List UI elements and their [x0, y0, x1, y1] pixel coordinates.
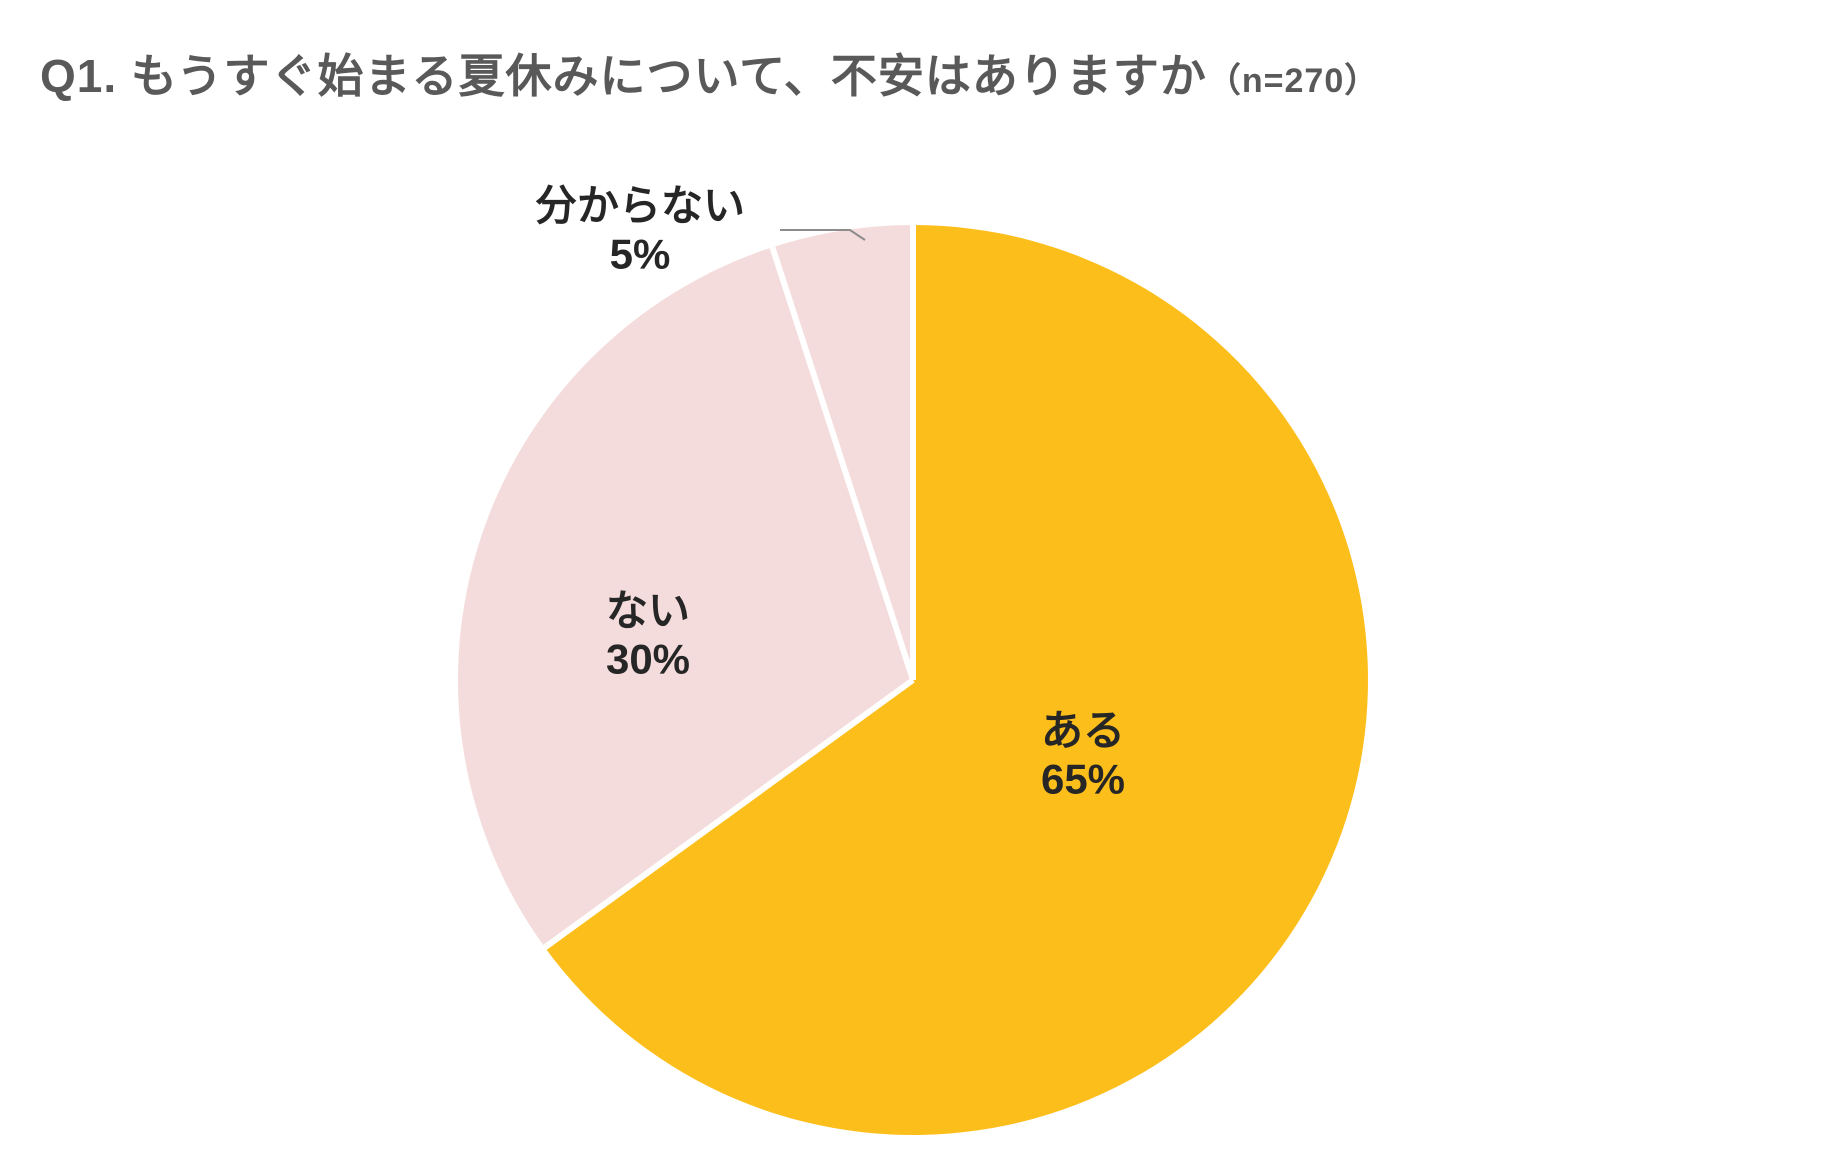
- slice-label-aru: ある65%: [1041, 707, 1125, 802]
- slice-label-wakaranai: 分からない5%: [535, 182, 745, 277]
- title-main: Q1. もうすぐ始まる夏休みについて、不安はありますか: [40, 50, 1207, 102]
- chart-title: Q1. もうすぐ始まる夏休みについて、不安はありますか（n=270）: [40, 40, 1786, 106]
- title-sub: （n=270）: [1207, 62, 1379, 100]
- pie-chart: ある65% ない30% 分からない5%: [0, 130, 1826, 1150]
- slice-label-nai: ない30%: [606, 587, 690, 682]
